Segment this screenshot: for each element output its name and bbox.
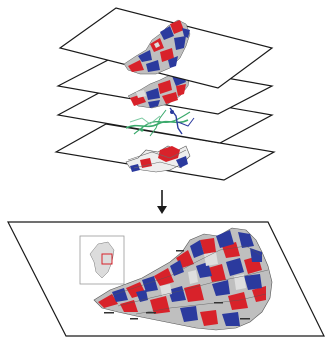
composite-district-map — [93, 227, 273, 331]
output-composite — [7, 221, 325, 337]
layer-base-map — [125, 145, 191, 173]
layer-district-1 — [58, 7, 274, 89]
layer-network — [56, 86, 274, 144]
state-locator-inset — [79, 235, 125, 285]
layer-district-2 — [56, 57, 274, 115]
down-arrow-icon — [157, 190, 167, 214]
place-labels — [104, 250, 250, 320]
layer-base — [54, 123, 276, 181]
layer-network-lines — [125, 107, 195, 137]
layer-district-1-map — [123, 19, 191, 75]
layer-plane — [56, 86, 274, 144]
layer-district-2-map — [127, 69, 191, 109]
